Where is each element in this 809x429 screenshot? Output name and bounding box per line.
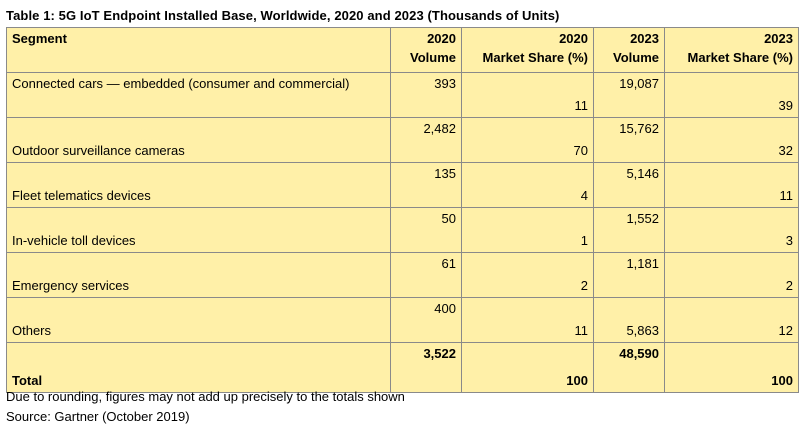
header-2023-volume-year: 2023 <box>630 31 659 46</box>
share-2020-cell: 1 <box>461 207 594 253</box>
share-2023-cell: 3 <box>664 207 799 253</box>
header-2020-volume: 2020 Volume <box>390 27 462 73</box>
share-2023-cell: 2 <box>664 252 799 298</box>
segment-cell: Outdoor surveillance cameras <box>6 117 391 163</box>
header-2020-share-label: Market Share (%) <box>482 50 588 65</box>
footnotes: Due to rounding, figures may not add up … <box>6 387 405 427</box>
total-share-2023: 100 <box>664 342 799 393</box>
table-row: In-vehicle toll devices 50 1 1,552 3 <box>6 207 799 253</box>
share-2020-cell: 4 <box>461 162 594 208</box>
segment-cell: Connected cars — embedded (consumer and … <box>6 72 391 118</box>
header-2023-volume: 2023 Volume <box>593 27 665 73</box>
share-2023-cell: 12 <box>664 297 799 343</box>
share-2023-cell: 11 <box>664 162 799 208</box>
vol-2020-cell: 393 <box>390 72 462 118</box>
header-2023-share: 2023 Market Share (%) <box>664 27 799 73</box>
table-row: Connected cars — embedded (consumer and … <box>6 72 799 118</box>
vol-2020-cell: 50 <box>390 207 462 253</box>
segment-cell: Emergency services <box>6 252 391 298</box>
total-share-2020: 100 <box>461 342 594 393</box>
vol-2023-cell: 5,863 <box>593 297 665 343</box>
header-row: Segment 2020 Volume 2020 Market Share (%… <box>6 27 799 73</box>
table-row: Others 400 11 5,863 12 <box>6 297 799 343</box>
installed-base-table: Segment 2020 Volume 2020 Market Share (%… <box>6 27 799 393</box>
vol-2023-cell: 19,087 <box>593 72 665 118</box>
source-note: Source: Gartner (October 2019) <box>6 409 190 424</box>
share-2020-cell: 11 <box>461 72 594 118</box>
share-2020-cell: 11 <box>461 297 594 343</box>
total-row: Total 3,522 100 48,590 100 <box>6 342 799 393</box>
share-2020-cell: 70 <box>461 117 594 163</box>
vol-2020-cell: 400 <box>390 297 462 343</box>
share-2023-cell: 32 <box>664 117 799 163</box>
header-2023-share-label: Market Share (%) <box>687 50 793 65</box>
vol-2020-cell: 135 <box>390 162 462 208</box>
total-vol-2023: 48,590 <box>593 342 665 393</box>
header-2023-volume-label: Volume <box>613 50 659 65</box>
table-title: Table 1: 5G IoT Endpoint Installed Base,… <box>6 8 560 23</box>
header-2020-volume-label: Volume <box>410 50 456 65</box>
header-2020-share: 2020 Market Share (%) <box>461 27 594 73</box>
total-vol-2020: 3,522 <box>390 342 462 393</box>
share-2020-cell: 2 <box>461 252 594 298</box>
header-2023-share-year: 2023 <box>764 31 793 46</box>
segment-cell: Others <box>6 297 391 343</box>
table-row: Emergency services 61 2 1,181 2 <box>6 252 799 298</box>
vol-2023-cell: 15,762 <box>593 117 665 163</box>
share-2023-cell: 39 <box>664 72 799 118</box>
vol-2020-cell: 2,482 <box>390 117 462 163</box>
vol-2023-cell: 1,181 <box>593 252 665 298</box>
rounding-note: Due to rounding, figures may not add up … <box>6 389 405 404</box>
vol-2020-cell: 61 <box>390 252 462 298</box>
header-2020-share-year: 2020 <box>559 31 588 46</box>
header-2020-volume-year: 2020 <box>427 31 456 46</box>
table-row: Outdoor surveillance cameras 2,482 70 15… <box>6 117 799 163</box>
total-label: Total <box>6 342 391 393</box>
table-row: Fleet telematics devices 135 4 5,146 11 <box>6 162 799 208</box>
segment-cell: In-vehicle toll devices <box>6 207 391 253</box>
vol-2023-cell: 1,552 <box>593 207 665 253</box>
segment-cell: Fleet telematics devices <box>6 162 391 208</box>
header-segment: Segment <box>6 27 391 73</box>
vol-2023-cell: 5,146 <box>593 162 665 208</box>
